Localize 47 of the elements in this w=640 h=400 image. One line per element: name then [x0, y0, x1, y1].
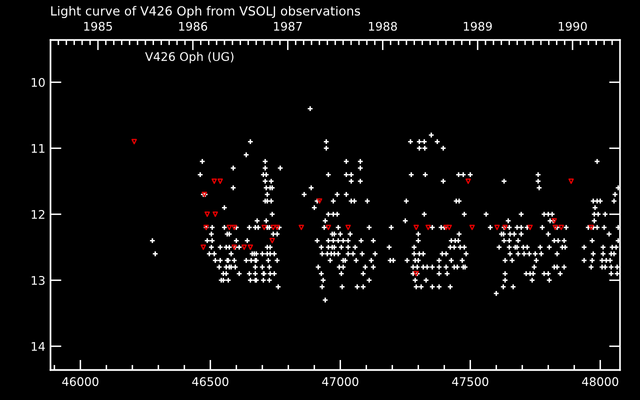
point	[200, 244, 206, 250]
point	[326, 224, 332, 230]
point	[218, 178, 223, 184]
point	[588, 224, 594, 230]
x-tick-label: 47500	[452, 377, 488, 386]
y-tick-label: 10	[32, 78, 45, 87]
point	[568, 178, 574, 184]
point	[425, 224, 431, 230]
point	[261, 224, 267, 230]
point	[270, 238, 275, 244]
x2-tick-label: 1990	[558, 22, 587, 31]
point	[131, 138, 137, 144]
point	[226, 224, 232, 230]
point	[414, 224, 419, 230]
point	[241, 244, 247, 250]
point	[212, 178, 217, 184]
point	[494, 224, 500, 230]
y-tick-label: 11	[32, 144, 44, 153]
point	[558, 224, 564, 230]
point	[248, 244, 254, 250]
x-tick-label: 47000	[322, 377, 358, 386]
point	[527, 224, 533, 230]
point	[469, 224, 475, 230]
x-tick-label: 46000	[62, 377, 98, 386]
x2-tick-label: 1987	[274, 22, 302, 31]
y-tick-label: 14	[32, 342, 45, 351]
x2-tick-label: 1985	[84, 22, 112, 31]
x2-tick-label: 1988	[368, 22, 397, 31]
chart-title: Light curve of V426 Oph from VSOLJ observations	[51, 6, 360, 18]
point	[212, 212, 218, 217]
x-tick-label: 48000	[582, 377, 618, 386]
annotation: V426 Oph (UG)	[145, 52, 234, 64]
point	[552, 224, 558, 230]
x2-tick-label: 1986	[179, 22, 208, 31]
point	[465, 178, 471, 184]
x2-tick-label: 1989	[464, 22, 492, 31]
point	[316, 198, 322, 204]
point	[345, 224, 351, 230]
point	[298, 224, 304, 230]
point	[446, 224, 452, 230]
point	[232, 224, 237, 230]
point	[274, 224, 280, 230]
point	[204, 212, 210, 217]
point	[270, 224, 276, 230]
y-tick-label: 12	[32, 210, 44, 219]
y-tick-label: 13	[32, 276, 45, 285]
x-tick-label: 46500	[192, 377, 228, 386]
